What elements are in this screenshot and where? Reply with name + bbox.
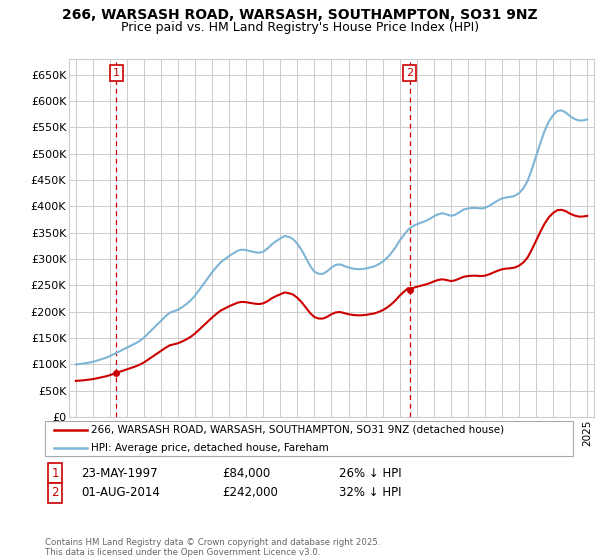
Text: 32% ↓ HPI: 32% ↓ HPI xyxy=(339,486,401,500)
Text: Contains HM Land Registry data © Crown copyright and database right 2025.
This d: Contains HM Land Registry data © Crown c… xyxy=(45,538,380,557)
Text: £242,000: £242,000 xyxy=(222,486,278,500)
Text: 01-AUG-2014: 01-AUG-2014 xyxy=(81,486,160,500)
Text: 26% ↓ HPI: 26% ↓ HPI xyxy=(339,466,401,480)
Text: 266, WARSASH ROAD, WARSASH, SOUTHAMPTON, SO31 9NZ: 266, WARSASH ROAD, WARSASH, SOUTHAMPTON,… xyxy=(62,8,538,22)
Text: £84,000: £84,000 xyxy=(222,466,270,480)
Text: 266, WARSASH ROAD, WARSASH, SOUTHAMPTON, SO31 9NZ (detached house): 266, WARSASH ROAD, WARSASH, SOUTHAMPTON,… xyxy=(91,424,505,435)
Text: 1: 1 xyxy=(52,466,59,480)
Text: 2: 2 xyxy=(406,68,413,78)
Text: 1: 1 xyxy=(113,68,120,78)
Text: Price paid vs. HM Land Registry's House Price Index (HPI): Price paid vs. HM Land Registry's House … xyxy=(121,21,479,34)
Text: 23-MAY-1997: 23-MAY-1997 xyxy=(81,466,158,480)
Text: HPI: Average price, detached house, Fareham: HPI: Average price, detached house, Fare… xyxy=(91,443,329,453)
Text: 2: 2 xyxy=(52,486,59,500)
